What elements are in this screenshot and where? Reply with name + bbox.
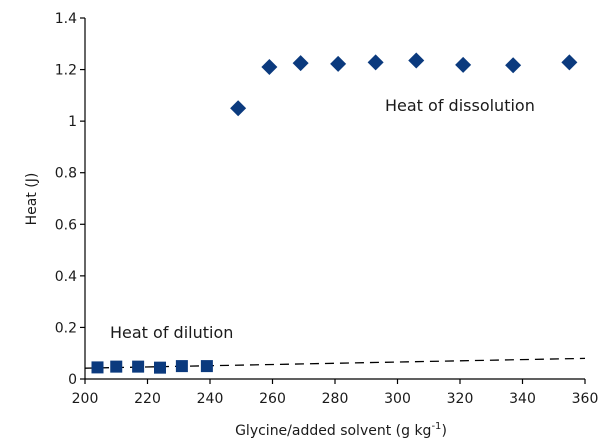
y-tick-label: 0.8 [55,166,77,182]
x-tick-label: 360 [572,391,599,407]
x-axis-title-main: Glycine/added solvent (g kg [235,423,431,439]
data-point-square [175,360,188,373]
data-point-diamond [505,57,522,74]
data-point-square [154,361,166,374]
data-point-square [91,361,104,374]
y-tick-label: 1.2 [55,63,77,79]
data-point-diamond [367,54,384,71]
x-tick-label: 300 [384,391,411,407]
x-tick-label: 320 [447,391,474,407]
y-tick-label: 0.4 [55,269,77,285]
x-tick-label: 340 [509,391,536,407]
data-point-diamond [455,56,472,73]
annotation-heat-of-dissolution: Heat of dissolution [385,96,535,115]
x-tick-label: 240 [197,391,224,407]
data-point-diamond [292,55,309,72]
y-axis-title: Heat (J) [24,173,40,226]
y-tick-label: 0.6 [55,217,77,233]
data-point-square [110,360,123,373]
x-axis-title-close: ) [441,423,446,439]
data-point-diamond [408,52,425,69]
x-tick-label: 200 [72,391,99,407]
trend-line [84,357,586,369]
annotation-heat-of-dilution: Heat of dilution [110,323,233,342]
data-point-diamond [330,55,347,72]
data-point-square [200,360,213,373]
data-point-square [132,360,145,373]
y-tick-label: 1 [68,114,77,130]
data-point-diamond [230,100,247,117]
y-tick-label: 1.4 [55,11,77,27]
y-tick-label: 0.2 [55,320,77,336]
x-axis-title-superscript: -1 [431,421,441,432]
plot-area: 0 0.2 0.4 0.6 0.8 1 1.2 1.4 200 220 240 260 280 300 32… [55,11,599,407]
x-tick-label: 220 [134,391,161,407]
x-tick-label: 280 [322,391,349,407]
x-axis-title: Glycine/added solvent (g kg-1) [235,421,447,439]
data-point-diamond [561,54,578,71]
data-point-diamond [261,58,278,75]
y-tick-label: 0 [68,372,77,388]
x-tick-label: 260 [259,391,286,407]
